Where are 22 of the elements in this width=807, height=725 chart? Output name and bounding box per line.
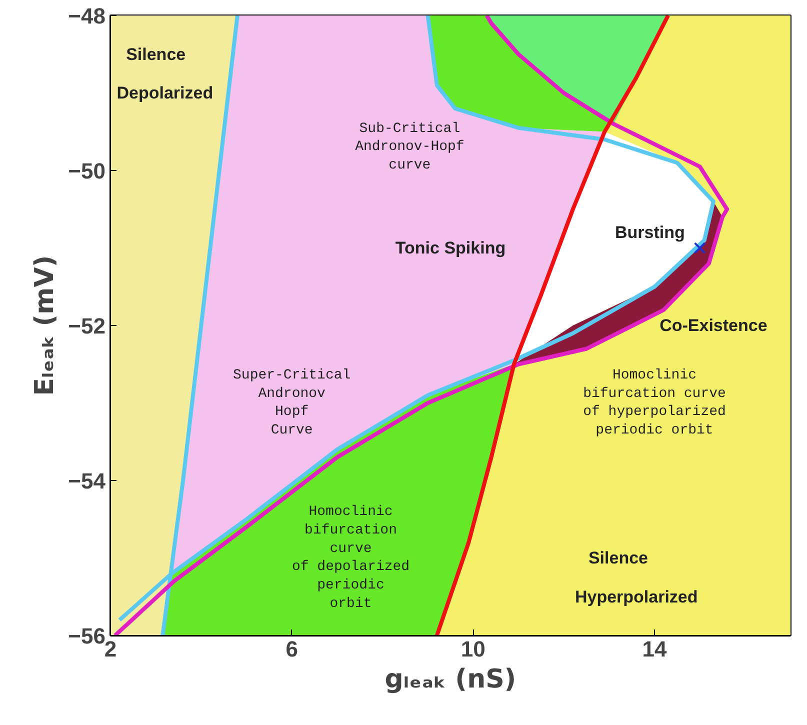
x-tick-label: 6 [286, 636, 298, 662]
x-tick-label: 2 [104, 636, 117, 662]
y-tick-label: −56 [68, 624, 106, 648]
annotation: Co-Existence [660, 316, 768, 335]
annotation: Silence [126, 44, 186, 64]
x-axis-title: gₗₑₐₖ (nS) [384, 664, 516, 694]
x-tick-label: 10 [460, 636, 486, 662]
annotation: Homoclinic bifurcation curve of hyperpolarized periodic orbit [583, 367, 726, 439]
y-tick-label: −54 [68, 468, 106, 494]
y-axis-title: Eₗₑₐₖ (mV) [30, 255, 60, 396]
annotation: Silence [588, 548, 648, 568]
annotation: Homoclinic bifurcation curve of depolarized periodic orbit [292, 504, 410, 612]
y-tick-label: −50 [68, 158, 106, 184]
annotation: Hyperpolarized [574, 587, 698, 606]
annotation: Super-Critical Andronov Hopf Curve [233, 367, 351, 439]
y-tick-label: −48 [68, 4, 106, 28]
x-tick-label: 14 [642, 636, 668, 662]
annotation: Sub-Critical Andronov-Hopf curve [355, 120, 464, 174]
annotation: Tonic Spiking [395, 238, 506, 258]
y-tick-label: −52 [68, 314, 106, 338]
annotation: Depolarized [116, 84, 214, 102]
annotation: Bursting [615, 223, 685, 242]
